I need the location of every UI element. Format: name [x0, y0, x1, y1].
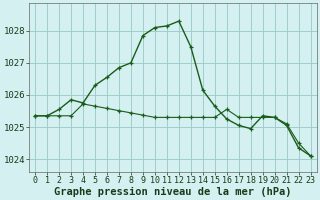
X-axis label: Graphe pression niveau de la mer (hPa): Graphe pression niveau de la mer (hPa) [54, 186, 292, 197]
